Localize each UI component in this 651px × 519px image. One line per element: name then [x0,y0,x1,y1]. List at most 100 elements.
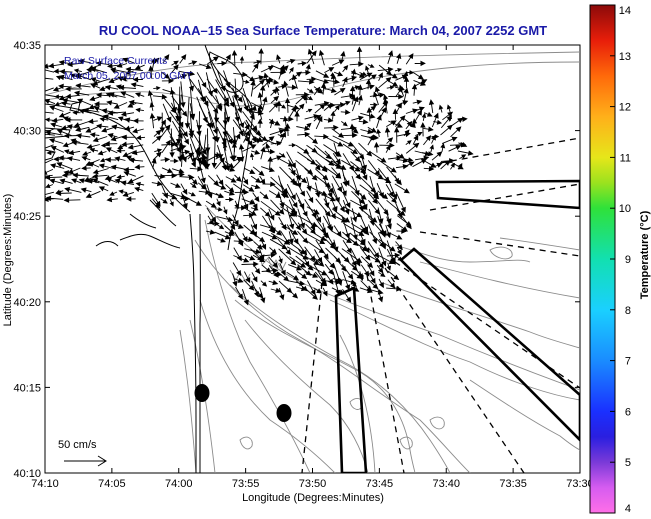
current-vector-head [342,76,348,83]
current-vector-head [180,54,187,61]
current-vector-head [135,181,141,187]
current-vector-head [335,163,342,169]
current-vector-head [357,84,363,90]
current-vector-head [118,189,124,195]
current-vector-head [72,172,78,179]
current-vector-head [173,60,179,66]
current-vector-head [457,117,464,124]
current-vector-head [461,154,467,159]
current-vector-head [150,57,157,64]
current-vector-head [237,277,244,283]
current-vector-head [308,88,314,94]
current-vector-head [190,192,196,197]
current-vector-head [420,122,426,128]
current-vector-head [320,235,327,241]
current-vector-head [271,234,278,240]
current-vector-head [54,101,60,107]
current-vector-head [420,158,427,164]
current-vector-head [325,210,331,217]
current-vector-head [116,62,123,68]
current-vector-head [329,243,336,250]
current-vector-head [249,76,256,82]
current-vector-head [446,124,453,131]
current-vector-head [243,178,249,185]
current-vector-head [230,224,236,231]
surface-current-vectors [45,46,474,306]
current-vector-head [436,119,443,125]
current-vector-head [230,177,237,183]
current-vector-head [223,101,230,108]
current-vector-head [316,288,323,294]
current-vector-head [405,221,412,227]
current-vector-head [339,206,345,213]
current-vector-head [366,107,373,113]
chart-title: RU COOL NOAA–15 Sea Surface Temperature:… [99,23,547,38]
y-axis: 40:35 40:30 40:25 40:20 40:15 40:10 [13,40,580,480]
current-vector-head [255,177,262,183]
current-vector-head [181,73,188,79]
current-vector-head [195,146,201,153]
current-vector-head [467,150,474,156]
current-vector-head [259,257,266,263]
current-vector-head [81,155,88,161]
current-vector-head [393,274,400,281]
current-vector-head [178,168,185,174]
current-vector-head [276,155,283,161]
current-vector-head [421,112,427,118]
current-vector-head [96,92,102,98]
current-vector-head [323,78,330,84]
current-vector-head [261,243,267,250]
current-vector-head [371,74,377,80]
y-tick-label: 40:15 [13,382,41,394]
current-vector-head [253,261,259,267]
current-vector-head [349,85,356,92]
current-vector-head [87,178,94,184]
current-vector-head [86,143,93,150]
current-vector-head [65,86,71,92]
y-tick-label: 40:25 [13,211,41,223]
current-vector-head [429,144,434,150]
current-vector-head [105,157,111,163]
current-vector-head [65,93,72,99]
current-vector-head [317,257,323,264]
current-vector-head [251,136,257,143]
current-vector-head [175,182,182,188]
current-vector-head [290,162,296,169]
current-vector [45,144,54,149]
current-vector-head [384,126,391,133]
current-vector-head [51,117,58,123]
current-vector-head [261,281,268,287]
current-vector-head [224,116,231,123]
current-vector-head [228,190,235,196]
current-vector-head [254,268,261,275]
current-vector-head [63,149,70,155]
current-vector [213,137,216,168]
current-vector-head [120,180,127,186]
current-vector-head [89,95,96,102]
current-vector-head [351,216,358,223]
current-vector-head [291,74,298,81]
current-vector-head [300,262,307,268]
current-vector-head [221,60,227,67]
current-vector-head [403,76,410,82]
current-vector-head [121,141,127,147]
y-tick-label: 40:30 [13,126,41,138]
current-vector-head [151,157,157,164]
current-vector-head [173,158,179,164]
current-vector [45,191,55,195]
current-vector-head [351,260,357,267]
current-vector-head [58,155,64,161]
current-vector-head [278,258,283,264]
current-vector [45,77,54,80]
current-vector-head [245,79,250,84]
current-vector-head [249,255,256,261]
current-vector-head [263,72,269,79]
current-vector-head [276,54,282,61]
current-vector-head [66,156,73,162]
current-vector-head [276,230,283,236]
x-tick-label: 73:30 [566,478,594,490]
current-vector-head [67,61,73,68]
current-vector-head [380,272,386,277]
current-vector-head [169,201,174,207]
current-vector-head [255,138,262,144]
